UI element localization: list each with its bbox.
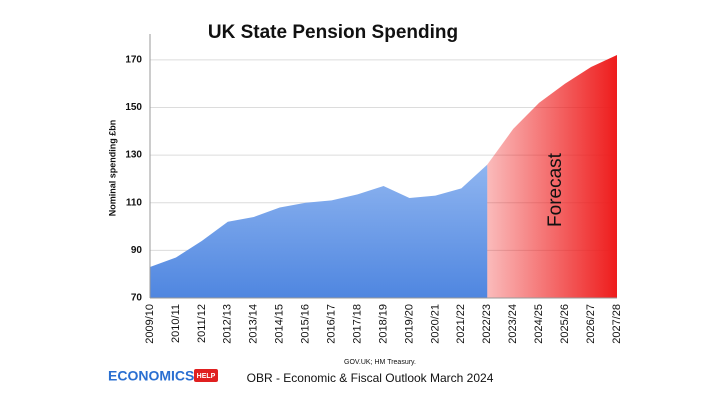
x-tick-label: 2025/26 <box>559 304 571 344</box>
x-tick-label: 2018/19 <box>377 304 389 344</box>
y-tick-label: 90 <box>131 245 143 256</box>
x-tick-label: 2022/23 <box>481 304 493 344</box>
area <box>150 164 488 298</box>
y-tick-label: 170 <box>125 54 142 65</box>
x-tick-label: 2026/27 <box>585 304 597 344</box>
x-tick-label: 2016/17 <box>326 304 338 344</box>
x-tick-label: 2023/24 <box>507 304 519 344</box>
y-tick-label: 150 <box>125 102 142 113</box>
x-tick-label: 2009/10 <box>144 304 156 344</box>
x-tick-label: 2020/21 <box>429 304 441 344</box>
y-tick-label: 70 <box>131 293 143 304</box>
footer: OBR - Economic & Fiscal Outlook March 20… <box>247 371 494 385</box>
x-tick-label: 2012/13 <box>222 304 234 344</box>
y-tick-label: 130 <box>125 150 142 161</box>
x-tick-label: 2024/25 <box>533 304 545 344</box>
forecast-label: Forecast <box>545 152 566 227</box>
y-axis-label: Nominal spending £bn <box>107 120 117 217</box>
x-tick-label: 2013/14 <box>248 304 260 344</box>
logo-text: ECONOMICS <box>108 368 194 384</box>
x-tick-label: 2011/12 <box>196 304 208 343</box>
x-tick-label: 2014/15 <box>274 304 286 344</box>
x-tick-label: 2019/20 <box>403 304 415 344</box>
logo-badge <box>194 369 218 382</box>
area <box>487 55 617 298</box>
x-tick-label: 2017/18 <box>351 304 363 344</box>
logo-badge-text: HELP <box>197 373 216 380</box>
chart-title: UK State Pension Spending <box>208 22 458 43</box>
y-tick-label: 110 <box>126 197 143 208</box>
x-tick-label: 2027/28 <box>611 304 623 344</box>
source: GOV.UK; HM Treasury. <box>344 359 416 366</box>
x-tick-label: 2021/22 <box>455 304 467 344</box>
x-tick-label: 2010/11 <box>170 304 182 343</box>
x-tick-label: 2015/16 <box>300 304 312 344</box>
